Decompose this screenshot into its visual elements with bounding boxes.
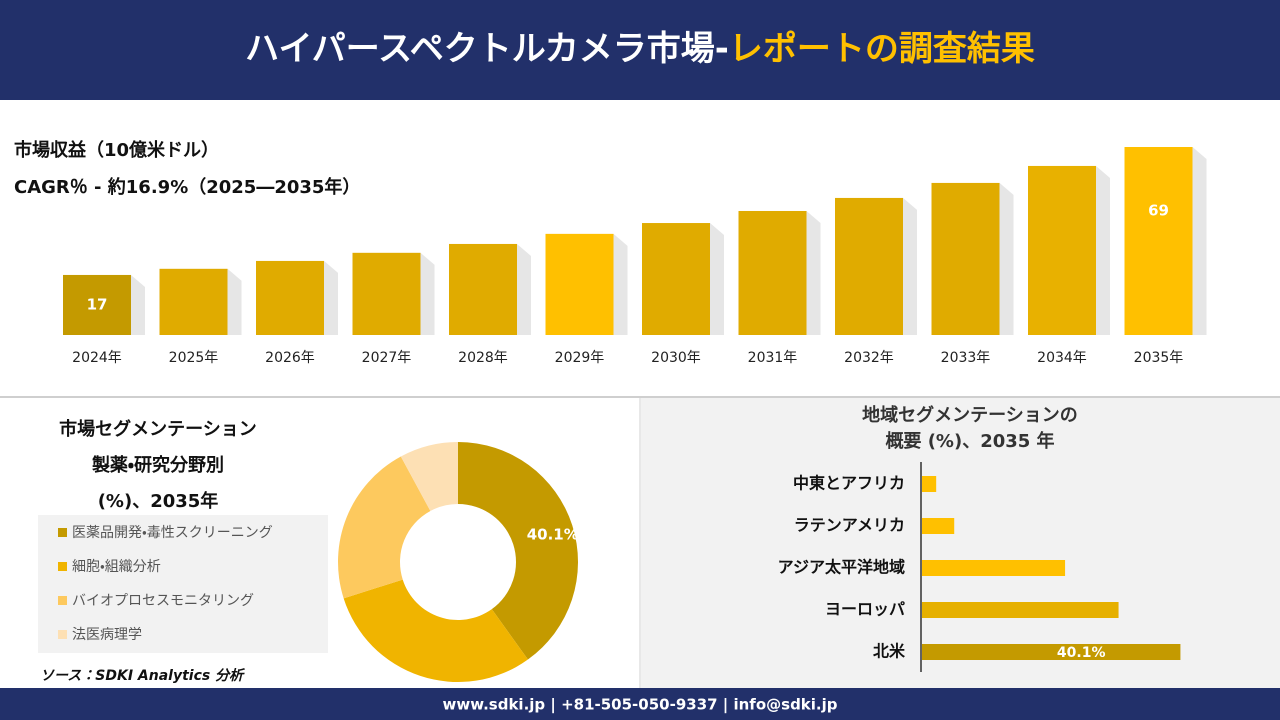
chart-subtitle: CAGR％ - 約16.9%（2025―2035年） <box>14 176 360 198</box>
donut-slice <box>337 456 431 599</box>
y-tick-label: 北米 <box>873 642 906 661</box>
bar <box>922 518 955 534</box>
bar <box>922 560 1066 576</box>
bar <box>835 197 903 335</box>
bar <box>738 210 807 335</box>
donut-slice <box>400 442 458 511</box>
x-tick-label: 2026年 <box>265 350 315 366</box>
bar <box>922 644 1181 660</box>
bar <box>642 223 710 335</box>
title-highlight: レポートの調査結果 <box>729 29 1035 69</box>
footer-band <box>0 688 1280 720</box>
bar <box>256 260 324 335</box>
y-tick-label: 中東とアフリカ <box>793 474 905 493</box>
header-band <box>0 0 1280 100</box>
legend-label: 医薬品開発・毒性スクリーニング <box>72 525 273 541</box>
value-label: 69 <box>1148 202 1169 220</box>
bar <box>922 476 937 492</box>
bar <box>352 252 421 335</box>
bar <box>545 233 614 335</box>
bar <box>449 243 517 335</box>
legend-swatch <box>58 596 67 605</box>
legend-label: 細胞・組織分析 <box>72 559 161 575</box>
source: ソース：SDKI Analytics 分析 <box>40 667 246 684</box>
x-tick-label: 2035年 <box>1134 350 1184 366</box>
bar <box>63 274 131 335</box>
value-label: 17 <box>87 295 108 313</box>
donut-slice <box>343 579 528 682</box>
value-label: 40.1% <box>527 525 579 543</box>
x-tick-label: 2027年 <box>362 350 412 366</box>
y-tick-label: アジア太平洋地域 <box>778 558 905 577</box>
chart-title: 市場収益（10億米ドル） <box>14 139 219 161</box>
x-tick-label: 2024年 <box>72 350 122 366</box>
legend-swatch <box>58 528 67 537</box>
page-title: ハイパースペクトルカメラ市場-レポートの調査結果 <box>245 29 1035 69</box>
bar <box>922 602 1119 618</box>
y-tick-label: ヨーロッパ <box>825 600 905 619</box>
bar <box>1028 165 1096 335</box>
x-tick-label: 2028年 <box>458 350 508 366</box>
legend-label: 法医病理学 <box>72 627 142 643</box>
title-main: ハイパースペクトルカメラ市場- <box>245 29 729 69</box>
footer-contact: www.sdki.jp | +81-505-050-9337 | info@sd… <box>442 696 837 715</box>
x-tick-label: 2032年 <box>844 350 894 366</box>
x-tick-label: 2029年 <box>555 350 605 366</box>
y-tick-label: ラテンアメリカ <box>794 516 905 535</box>
bar <box>159 268 228 335</box>
legend-swatch <box>58 562 67 571</box>
chart-title: 地域セグメンテーションの <box>862 404 1078 426</box>
chart-title: 市場セグメンテーション <box>59 418 257 440</box>
x-tick-label: 2031年 <box>748 350 798 366</box>
donut-slice <box>458 442 579 660</box>
x-tick-label: 2030年 <box>651 350 701 366</box>
value-label: 40.1% <box>1057 645 1106 661</box>
x-tick-label: 2033年 <box>941 350 991 366</box>
region-panel <box>641 398 1280 688</box>
chart-title: (%)、2035年 <box>98 490 219 512</box>
chart-title: 製薬・研究分野別 <box>91 454 224 476</box>
x-tick-label: 2025年 <box>169 350 219 366</box>
bar <box>931 182 1000 335</box>
x-tick-label: 2034年 <box>1037 350 1087 366</box>
legend-label: バイオプロセスモニタリング <box>72 593 254 609</box>
chart-title: 概要 (%)、2035 年 <box>885 430 1054 452</box>
legend-swatch <box>58 630 67 639</box>
bar <box>1124 147 1193 335</box>
legend-box <box>38 515 328 653</box>
